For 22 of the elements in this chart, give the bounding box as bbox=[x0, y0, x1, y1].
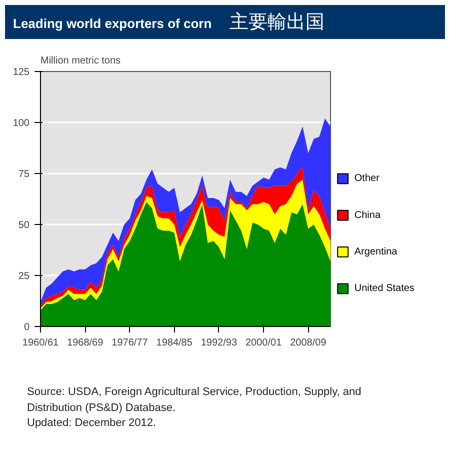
x-tick-label: 2008/09 bbox=[290, 338, 327, 348]
x-tick-label: 1984/85 bbox=[156, 338, 193, 348]
y-tick-label: 25 bbox=[18, 271, 30, 282]
legend-label: Other bbox=[354, 173, 380, 184]
y-tick-label: 75 bbox=[18, 169, 30, 180]
y-tick-label: 100 bbox=[12, 118, 30, 129]
x-tick-label: 1992/93 bbox=[200, 338, 238, 348]
text: Updated: December 2012. bbox=[27, 417, 156, 430]
x-tick-label: 2000/01 bbox=[246, 338, 282, 348]
y-tick-label: 0 bbox=[24, 322, 30, 333]
chart-title: Leading world exporters of corn bbox=[13, 16, 212, 31]
y-tick-label: 125 bbox=[12, 67, 30, 78]
chart-subtitle: 主要輸出国 bbox=[230, 11, 325, 33]
source-note: Source: USDA, Foreign Agricultural Service, Production, Supply, and Distribution (PS&D) Database. bbox=[27, 386, 362, 414]
y-tick-label: 50 bbox=[18, 220, 30, 231]
legend-label: United States bbox=[354, 283, 414, 294]
x-tick-label: 1976/77 bbox=[112, 338, 148, 348]
x-tick-label: 1968/69 bbox=[67, 338, 104, 348]
legend-label: China bbox=[354, 210, 381, 221]
x-tick-label: 1960/61 bbox=[22, 338, 60, 348]
y-axis-title: Million metric tons bbox=[40, 56, 121, 66]
legend-label: Argentina bbox=[354, 246, 398, 258]
